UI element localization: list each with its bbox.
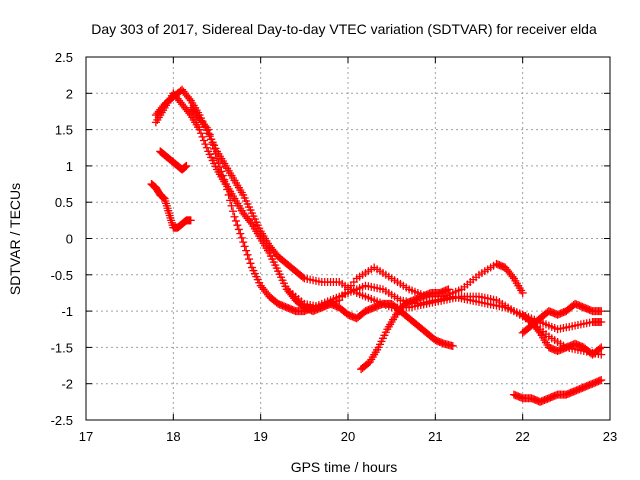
y-tick-label: 1.5 xyxy=(55,123,73,138)
data-point-marker xyxy=(444,285,453,294)
data-point-marker xyxy=(518,288,527,297)
x-tick-label: 19 xyxy=(253,429,267,444)
data-point-marker xyxy=(233,221,242,230)
data-point-marker xyxy=(597,343,606,352)
data-point-marker xyxy=(221,180,230,189)
series-track-e xyxy=(357,285,453,374)
data-point-marker xyxy=(597,307,606,316)
data-point-marker xyxy=(298,273,307,282)
data-point-marker xyxy=(534,327,543,336)
y-tick-label: 0.5 xyxy=(55,195,73,210)
data-point-marker xyxy=(236,229,245,238)
data-point-marker xyxy=(224,190,233,199)
data-point-marker xyxy=(240,242,249,251)
x-tick-label: 21 xyxy=(428,429,442,444)
data-point-marker xyxy=(214,158,223,167)
data-point-marker xyxy=(210,144,219,153)
data-point-marker xyxy=(208,140,217,149)
data-point-marker xyxy=(201,140,210,149)
data-point-marker xyxy=(231,216,240,225)
series-track-g xyxy=(518,299,606,337)
data-point-marker xyxy=(195,125,204,134)
data-point-marker xyxy=(242,246,251,255)
y-tick-label: -2.5 xyxy=(51,413,73,428)
x-tick-label: 17 xyxy=(79,429,93,444)
data-point-marker xyxy=(204,125,213,134)
y-tick-label: 2 xyxy=(66,86,73,101)
data-point-marker xyxy=(595,344,604,353)
data-point-marker xyxy=(230,212,239,221)
data-point-marker xyxy=(218,171,227,180)
x-tick-label: 20 xyxy=(341,429,355,444)
x-tick-label: 22 xyxy=(515,429,529,444)
data-point-marker xyxy=(229,207,238,216)
data-point-marker xyxy=(245,255,254,264)
data-point-marker xyxy=(217,167,226,176)
data-point-marker xyxy=(213,154,221,163)
data-point-marker xyxy=(186,216,195,225)
data-point-marker xyxy=(223,185,232,194)
y-tick-label: -0.5 xyxy=(51,268,73,283)
series-track-h xyxy=(509,376,606,406)
series-track-i xyxy=(147,180,195,232)
data-point-marker xyxy=(246,259,255,268)
series-track-d xyxy=(282,285,457,350)
x-axis-title: GPS time / hours xyxy=(291,459,398,475)
data-point-marker xyxy=(205,130,214,139)
data-series xyxy=(147,85,606,406)
data-point-marker xyxy=(215,163,224,172)
data-point-marker xyxy=(220,175,229,184)
chart-title: Day 303 of 2017, Sidereal Day-to-day VTE… xyxy=(91,21,597,37)
data-point-marker xyxy=(196,129,205,138)
data-point-marker xyxy=(211,149,220,158)
data-point-marker xyxy=(198,132,207,141)
data-point-marker xyxy=(226,196,235,205)
data-point-marker xyxy=(239,238,248,247)
data-point-marker xyxy=(508,272,517,281)
data-point-marker xyxy=(227,201,236,210)
data-point-marker xyxy=(182,161,191,170)
y-tick-label: -2 xyxy=(61,377,73,392)
data-point-marker xyxy=(234,225,243,234)
y-tick-label: 1 xyxy=(66,159,73,174)
data-point-marker xyxy=(202,143,211,152)
data-point-marker xyxy=(202,123,211,132)
data-point-marker xyxy=(597,317,606,326)
y-tick-label: 2.5 xyxy=(55,50,73,65)
data-point-marker xyxy=(597,350,606,359)
data-point-marker xyxy=(185,94,194,103)
data-point-marker xyxy=(199,136,208,145)
y-axis-title: SDTVAR / TECUs xyxy=(7,183,23,295)
data-point-marker xyxy=(243,250,252,259)
x-tick-label: 23 xyxy=(603,429,617,444)
data-point-marker xyxy=(246,218,255,227)
data-point-marker xyxy=(448,341,457,350)
series-track-f xyxy=(518,310,606,359)
series-track-j xyxy=(156,147,191,174)
data-point-marker xyxy=(207,135,216,144)
data-point-marker xyxy=(597,376,606,385)
x-tick-label: 18 xyxy=(166,429,180,444)
axes: 17 18 19 20 21 22 23 -2.5 -2 -1.5 -1 -0.5 0 0.5 1 1.5 2 2… xyxy=(51,50,618,444)
data-point-marker xyxy=(237,233,246,242)
y-tick-label: 0 xyxy=(66,232,73,247)
y-tick-label: -1.5 xyxy=(51,340,73,355)
y-tick-label: -1 xyxy=(61,304,73,319)
